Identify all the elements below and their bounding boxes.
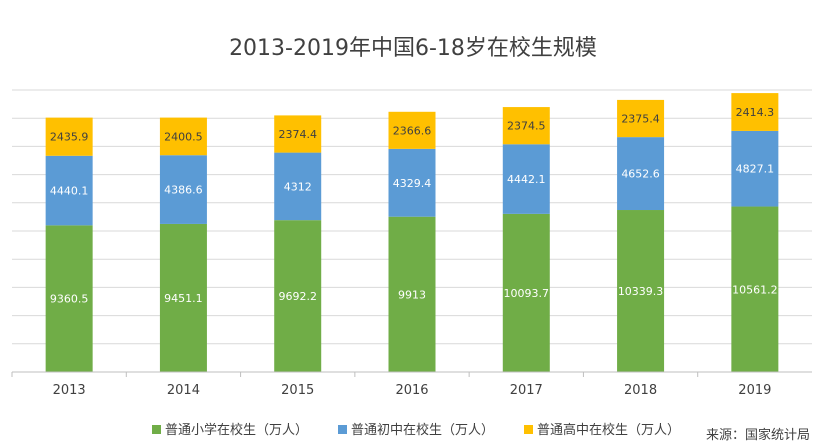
bar-segment bbox=[617, 137, 665, 211]
legend-swatch bbox=[524, 425, 533, 434]
data-label: 9451.1 bbox=[164, 292, 203, 305]
data-label: 2374.4 bbox=[278, 128, 317, 141]
data-label: 2375.4 bbox=[621, 113, 660, 126]
bars bbox=[45, 93, 779, 372]
data-label: 10561.2 bbox=[732, 283, 778, 296]
x-tick-label: 2018 bbox=[624, 383, 657, 398]
x-tick-label: 2013 bbox=[53, 383, 86, 398]
x-axis: 2013 2014 2015 2016 2017 2018 2019 bbox=[11, 371, 812, 398]
bar-segment bbox=[388, 148, 436, 217]
data-label: 2366.6 bbox=[393, 124, 432, 137]
bar-segment bbox=[274, 152, 322, 221]
data-label: 9692.2 bbox=[278, 290, 317, 303]
bar-segment bbox=[159, 223, 207, 372]
bar-segment bbox=[617, 99, 665, 138]
source-note: 来源：国家统计局 bbox=[706, 427, 810, 443]
data-label: 2414.3 bbox=[736, 106, 775, 119]
x-tick-label: 2015 bbox=[281, 383, 314, 398]
legend-label: 普通初中在校生（万人） bbox=[351, 422, 494, 438]
data-label: 2435.9 bbox=[50, 131, 89, 144]
bar-segment bbox=[502, 213, 550, 372]
data-label: 2374.5 bbox=[507, 120, 546, 133]
bar-segment bbox=[731, 93, 779, 131]
data-label: 4386.6 bbox=[164, 184, 203, 197]
bar-segment bbox=[731, 130, 779, 207]
data-label: 4329.4 bbox=[393, 177, 432, 190]
data-label: 4827.1 bbox=[736, 163, 775, 176]
data-label: 4442.1 bbox=[507, 173, 546, 186]
data-label: 4652.6 bbox=[621, 168, 660, 181]
data-label: 9913 bbox=[398, 288, 426, 301]
chart-title: 2013-2019年中国6-18岁在校生规模 bbox=[229, 36, 597, 61]
legend-label: 普通高中在校生（万人） bbox=[537, 422, 680, 438]
bar-segment bbox=[617, 210, 665, 372]
bar-segment bbox=[502, 144, 550, 214]
bar-segment bbox=[45, 117, 93, 156]
bar-segment bbox=[159, 155, 207, 224]
bar-segment bbox=[159, 117, 207, 156]
bar-segment bbox=[388, 216, 436, 372]
bar-segment bbox=[45, 225, 93, 372]
x-tick-label: 2014 bbox=[167, 383, 200, 398]
data-label: 10339.3 bbox=[618, 285, 664, 298]
bar-segment bbox=[731, 206, 779, 372]
data-label: 4440.1 bbox=[50, 185, 89, 198]
bar-segment bbox=[388, 111, 436, 149]
data-label: 2400.5 bbox=[164, 130, 203, 143]
data-label: 9360.5 bbox=[50, 293, 89, 306]
x-tick-label: 2016 bbox=[395, 383, 428, 398]
bar-segment bbox=[274, 220, 322, 372]
legend-swatch bbox=[338, 425, 347, 434]
legend-label: 普通小学在校生（万人） bbox=[165, 422, 308, 438]
legend-swatch bbox=[152, 425, 161, 434]
bar-segment bbox=[274, 115, 322, 153]
data-labels: 9360.5 4440.1 2435.9 9451.1 4386.6 2400.5 9692… bbox=[50, 106, 778, 306]
legend: 普通小学在校生（万人） 普通初中在校生（万人） 普通高中在校生（万人） bbox=[152, 422, 680, 438]
bar-segment bbox=[45, 155, 93, 226]
bar-segment bbox=[502, 107, 550, 145]
x-tick-label: 2019 bbox=[738, 383, 771, 398]
x-tick-label: 2017 bbox=[510, 383, 543, 398]
data-label: 10093.7 bbox=[504, 287, 550, 300]
data-label: 4312 bbox=[284, 180, 312, 193]
